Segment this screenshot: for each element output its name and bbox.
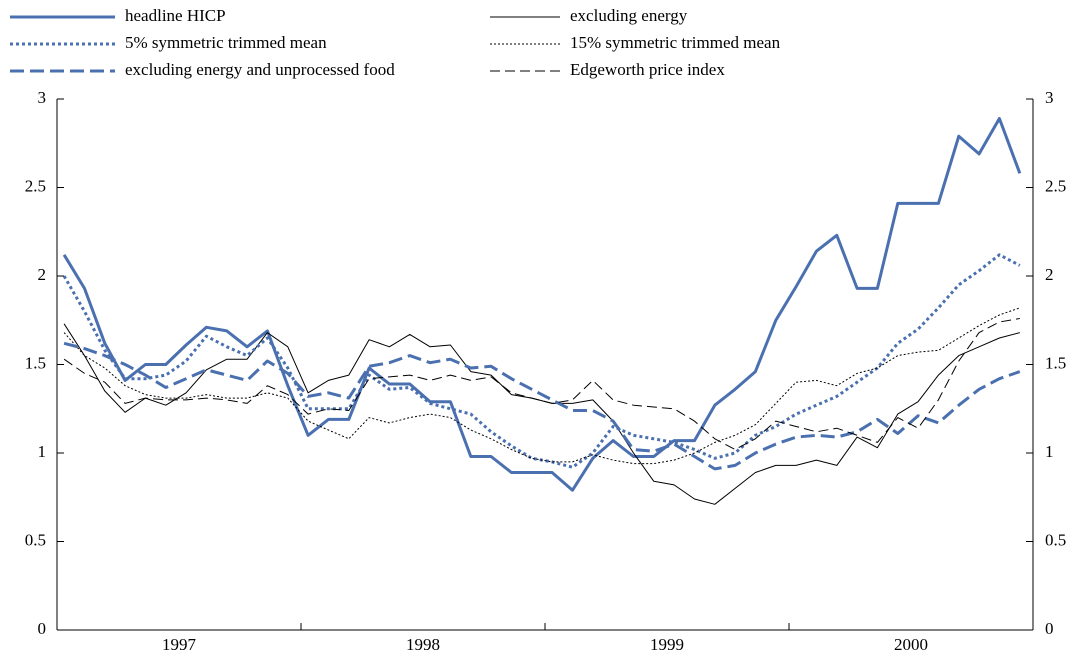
legend-label: 5% symmetric trimmed mean bbox=[125, 33, 327, 52]
x-tick-label: 1999 bbox=[650, 635, 684, 654]
legend-label: headline HICP bbox=[125, 6, 226, 25]
y2-tick-label: 0.5 bbox=[1045, 530, 1066, 549]
series-line bbox=[63, 341, 1021, 471]
series-line bbox=[63, 307, 1020, 465]
x-tick-label: 1997 bbox=[162, 635, 197, 654]
y-tick-label: 0.5 bbox=[25, 530, 46, 549]
legend-label: Edgeworth price index bbox=[570, 60, 725, 79]
y2-tick-label: 1.5 bbox=[1045, 353, 1066, 372]
series-line bbox=[63, 323, 1020, 505]
y-tick-label: 0 bbox=[38, 619, 47, 638]
y-tick-label: 3 bbox=[38, 88, 47, 107]
legend-label: 15% symmetric trimmed mean bbox=[570, 33, 781, 52]
x-tick-label: 1998 bbox=[406, 635, 440, 654]
y-tick-label: 1 bbox=[38, 442, 47, 461]
series-line bbox=[63, 318, 1020, 450]
legend-label: excluding energy bbox=[570, 6, 688, 25]
legend-label: excluding energy and unprocessed food bbox=[125, 60, 395, 79]
y2-tick-label: 2 bbox=[1045, 265, 1054, 284]
y2-tick-label: 0 bbox=[1045, 619, 1054, 638]
y2-tick-label: 1 bbox=[1045, 442, 1054, 461]
y2-tick-label: 2.5 bbox=[1045, 176, 1066, 195]
y-tick-label: 1.5 bbox=[25, 353, 46, 372]
series-line bbox=[62, 117, 1022, 492]
y2-tick-label: 3 bbox=[1045, 88, 1054, 107]
y-tick-label: 2 bbox=[38, 265, 47, 284]
x-tick-label: 2000 bbox=[894, 635, 928, 654]
y-tick-label: 2.5 bbox=[25, 176, 46, 195]
